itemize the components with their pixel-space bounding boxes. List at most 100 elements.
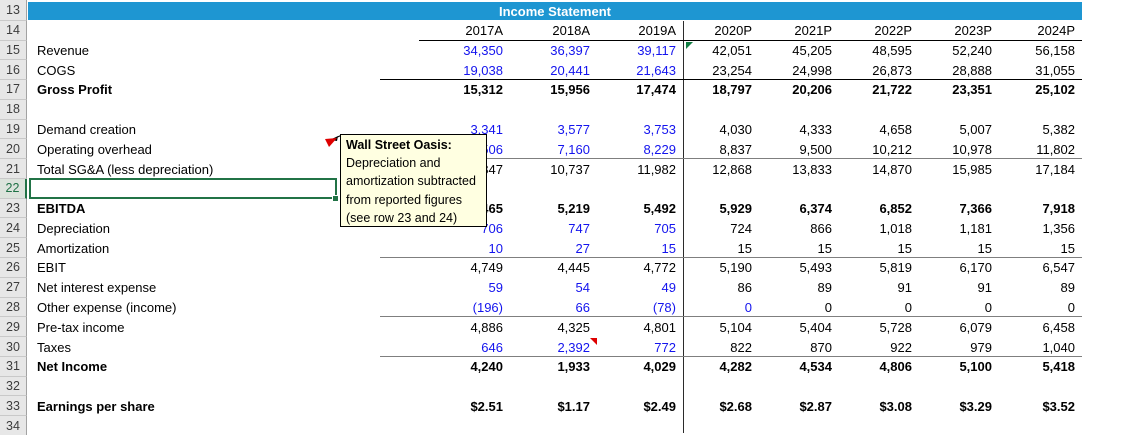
cell[interactable]: 5,104 [719,319,752,335]
cell[interactable]: $2.51 [470,398,503,414]
cell[interactable]: 5,382 [1042,122,1075,137]
cell[interactable]: 86 [737,280,752,296]
cell[interactable]: 7,160 [557,141,590,157]
cell[interactable]: 15,312 [463,82,503,98]
row-label[interactable]: Net interest expense [37,280,157,296]
row-header-30[interactable]: 30 [0,337,27,357]
cell[interactable]: 59 [488,280,503,296]
cell[interactable]: 3,753 [643,122,676,137]
cell[interactable]: 10,737 [550,161,590,177]
column-header-2020P[interactable]: 2020P [714,23,752,39]
cell[interactable]: 17,184 [1035,161,1075,177]
row-header-34[interactable]: 34 [0,416,27,435]
cell[interactable]: 4,801 [643,319,676,335]
column-header-2018A[interactable]: 2018A [552,23,590,39]
cell[interactable]: 39,117 [637,42,676,58]
cell[interactable]: 10,212 [872,141,912,157]
cell[interactable]: 19,038 [463,62,503,78]
cell[interactable]: 34,350 [463,42,503,58]
column-header-2023P[interactable]: 2023P [954,23,992,39]
cell[interactable]: 6,547 [1042,260,1075,276]
cell[interactable]: 1,933 [557,359,590,375]
row-header-20[interactable]: 20 [0,139,27,160]
cell[interactable]: 91 [977,280,992,296]
cell[interactable]: 15 [737,240,752,256]
cell[interactable]: 8,229 [643,141,676,157]
cell[interactable]: 822 [730,339,752,355]
cell[interactable]: 23,351 [952,82,992,98]
cell[interactable]: 979 [970,339,992,355]
selected-cell[interactable] [29,178,337,199]
cell[interactable]: 9,500 [799,141,832,157]
cell[interactable]: 2,392 [557,339,590,355]
cell[interactable]: 15,985 [952,161,992,177]
cell[interactable]: (196) [472,299,503,315]
cell[interactable]: 5,100 [959,359,992,375]
cell[interactable]: 31,055 [1035,62,1075,78]
cell[interactable]: 15 [977,240,992,256]
row-label[interactable]: Demand creation [37,122,136,137]
cell[interactable]: 747 [568,220,590,236]
row-header-21[interactable]: 21 [0,159,27,179]
cell[interactable]: 724 [730,220,752,236]
cell[interactable]: 4,658 [879,122,912,137]
row-header-22[interactable]: 22 [0,178,27,199]
row-label[interactable]: Other expense (income) [37,299,177,315]
cell[interactable]: 4,030 [719,122,752,137]
row-label[interactable]: Amortization [37,240,110,256]
cell[interactable]: (78) [652,299,676,315]
row-label[interactable]: EBIT [37,260,66,276]
row-header-29[interactable]: 29 [0,317,27,338]
cell[interactable]: 36,397 [550,42,590,58]
cell[interactable]: 5,190 [719,260,752,276]
cell[interactable]: 5,007 [959,122,992,137]
cell[interactable]: 1,018 [879,220,912,236]
cell[interactable]: 91 [897,280,912,296]
cell[interactable]: 4,333 [799,122,832,137]
cell[interactable]: 89 [1060,280,1075,296]
row-header-19[interactable]: 19 [0,119,27,140]
cell[interactable]: 27 [575,240,590,256]
row-header-13[interactable]: 13 [0,1,27,21]
row-header-26[interactable]: 26 [0,258,27,278]
row-label[interactable]: Net Income [37,359,108,375]
row-header-31[interactable]: 31 [0,356,27,377]
cell[interactable]: 4,240 [470,359,503,375]
cell[interactable]: 15 [1060,240,1075,256]
column-header-2021P[interactable]: 2021P [794,23,832,39]
cell[interactable]: $3.52 [1042,398,1075,414]
cell[interactable]: 17,474 [636,82,676,98]
cell[interactable]: 4,806 [879,359,912,375]
cell[interactable]: 4,325 [557,319,590,335]
column-header-2017A[interactable]: 2017A [465,23,503,39]
row-header-15[interactable]: 15 [0,40,27,61]
cell[interactable]: 15,956 [550,82,590,98]
cell[interactable]: 10,978 [952,141,992,157]
cell[interactable]: 24,998 [792,62,832,78]
cell[interactable]: 49 [661,280,676,296]
cell[interactable]: 10 [488,240,503,256]
cell[interactable]: 0 [1067,299,1075,315]
cell[interactable]: 4,282 [719,359,752,375]
cell[interactable]: 705 [654,220,676,236]
cell[interactable]: 23,254 [712,62,752,78]
cell[interactable]: 5,404 [799,319,832,335]
row-label[interactable]: Operating overhead [37,141,152,157]
cell[interactable]: 15 [661,240,676,256]
cell[interactable]: 5,219 [557,201,590,217]
cell[interactable]: 6,170 [959,260,992,276]
cell[interactable]: 20,206 [792,82,832,98]
table-title-banner[interactable]: Income Statement [28,2,1082,20]
cell[interactable]: 54 [575,280,590,296]
cell[interactable]: 11,982 [637,161,676,177]
cell[interactable]: 28,888 [952,62,992,78]
row-header-18[interactable]: 18 [0,99,27,120]
row-label[interactable]: EBITDA [37,201,86,217]
cell[interactable]: 922 [890,339,912,355]
cell[interactable]: 870 [810,339,832,355]
row-header-23[interactable]: 23 [0,198,27,219]
row-header-17[interactable]: 17 [0,80,27,100]
cell[interactable]: 20,441 [550,62,590,78]
cell[interactable]: 18,797 [712,82,752,98]
cell[interactable]: 12,868 [712,161,752,177]
